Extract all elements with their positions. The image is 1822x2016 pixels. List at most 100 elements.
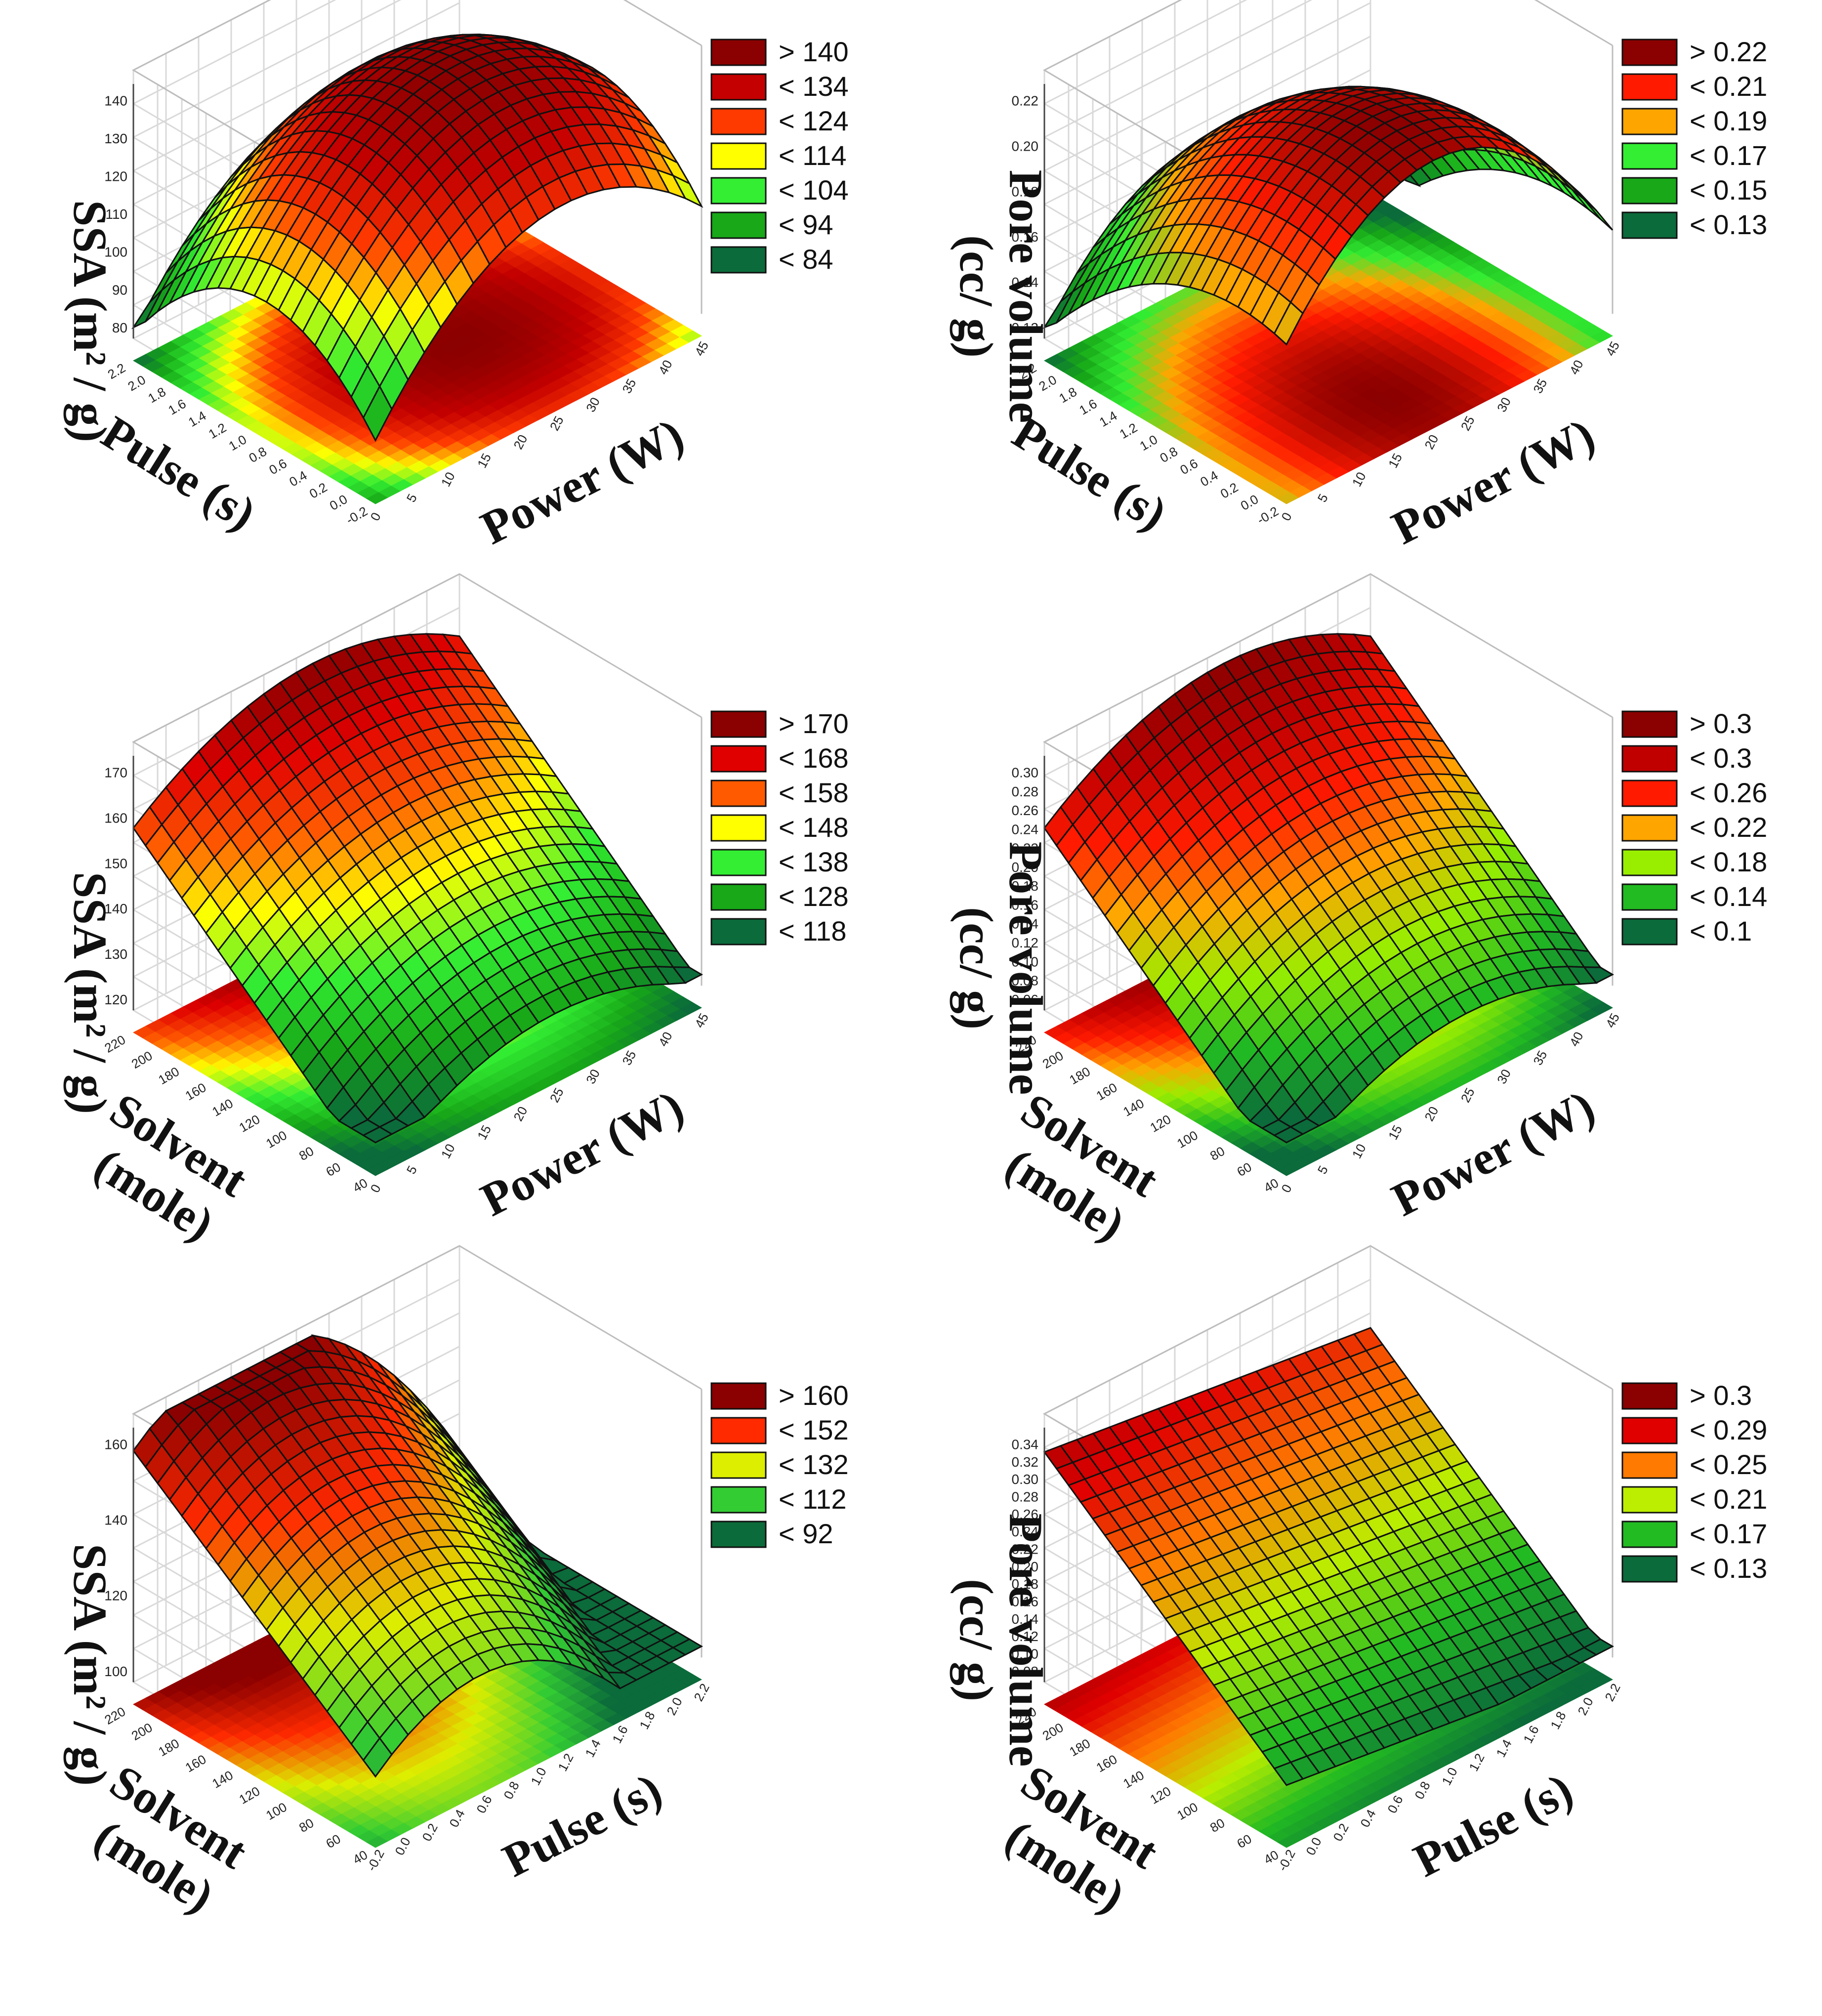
legend-swatch bbox=[710, 211, 767, 239]
x-tick-label: 0.4 bbox=[1357, 1807, 1378, 1830]
legend-item: < 94 bbox=[710, 209, 833, 240]
x-tick-label: 0.2 bbox=[1330, 1821, 1351, 1844]
z-tick-label: 0.20 bbox=[1012, 138, 1039, 154]
legend-swatch bbox=[710, 710, 767, 738]
legend-swatch bbox=[1621, 1382, 1678, 1410]
legend-swatch bbox=[710, 1451, 767, 1479]
y-tick-label: 40 bbox=[1261, 1175, 1281, 1195]
z-tick-label: 0.12 bbox=[1012, 320, 1039, 335]
z-axis-label: Pore volume(cc/ g) bbox=[950, 842, 1052, 1095]
z-tick-label: 170 bbox=[104, 765, 127, 781]
z-tick-label: 0.06 bbox=[1012, 992, 1039, 1007]
x-tick-label: 20 bbox=[1421, 432, 1441, 452]
y-tick-label: 100 bbox=[1174, 1128, 1201, 1152]
y-tick-label: 0.0 bbox=[327, 492, 350, 513]
legend-swatch bbox=[1621, 1417, 1678, 1444]
x-tick-label: 0.8 bbox=[1411, 1779, 1433, 1802]
legend-item: < 114 bbox=[710, 140, 847, 171]
z-tick-label: 140 bbox=[104, 901, 127, 916]
legend-label: < 0.17 bbox=[1690, 1518, 1767, 1549]
chart-panel-ssa-solvent-power: 120 130 140 150 160 170 40 60 80 100 120 140 160 180 2… bbox=[0, 573, 911, 1344]
y-tick-label: 0.8 bbox=[247, 444, 269, 465]
legend-item: < 0.18 bbox=[1621, 846, 1767, 877]
y-tick-label: 1.0 bbox=[1137, 432, 1160, 453]
x-tick-label: 25 bbox=[1458, 1085, 1478, 1105]
x-tick-label: 40 bbox=[656, 358, 675, 377]
x-tick-label: 10 bbox=[1349, 1141, 1369, 1161]
y-tick-label: 0.8 bbox=[1158, 444, 1180, 465]
svg-text:Pulse (s): Pulse (s) bbox=[1004, 406, 1176, 540]
z-tick-label: 0.32 bbox=[1012, 1454, 1039, 1470]
z-tick-label: 130 bbox=[104, 131, 127, 146]
x-tick-label: 45 bbox=[1603, 339, 1622, 359]
x-tick-label: 30 bbox=[583, 395, 603, 414]
legend: > 0.22 < 0.21< 0.19 < 0.17< 0.15< 0.13 bbox=[1621, 36, 1767, 240]
svg-text:(cc/ g): (cc/ g) bbox=[950, 235, 1003, 358]
legend-label: < 158 bbox=[779, 777, 849, 808]
y-tick-label: 0.2 bbox=[1218, 480, 1241, 501]
chart-svg-4: 100120140160406080100120140160180200220-… bbox=[64, 1245, 849, 1923]
legend-label: < 0.13 bbox=[1690, 1553, 1767, 1584]
legend-label: < 124 bbox=[779, 105, 849, 136]
legend-swatch bbox=[1621, 1451, 1678, 1479]
y-tick-label: 180 bbox=[1067, 1064, 1093, 1088]
legend-label: < 94 bbox=[779, 209, 833, 240]
y-tick-label: 120 bbox=[237, 1111, 263, 1135]
z-tick-label: 0.30 bbox=[1012, 765, 1039, 781]
z-tick-label: 0.24 bbox=[1012, 1524, 1039, 1539]
y-tick-label: 0.6 bbox=[266, 456, 289, 478]
y-tick-label: 60 bbox=[324, 1159, 343, 1179]
z-tick-label: 0.10 bbox=[1012, 1646, 1039, 1661]
chart-panel-pore-solvent-pulse: 0.08 0.10 0.12 0.14 0.16 0.18 0.20 0.22 0.24 0.26… bbox=[911, 1245, 1822, 2016]
z-tick-label: 0.28 bbox=[1012, 1489, 1039, 1505]
y-tick-label: 80 bbox=[296, 1815, 316, 1835]
svg-text:Pulse (s): Pulse (s) bbox=[93, 406, 265, 540]
legend-item: < 0.21 bbox=[1621, 1483, 1767, 1515]
legend-label: < 0.17 bbox=[1690, 140, 1767, 171]
x-tick-label: 10 bbox=[438, 469, 458, 489]
legend-label: < 0.14 bbox=[1690, 881, 1767, 912]
z-tick-label: 0.18 bbox=[1012, 184, 1039, 199]
legend-label: < 132 bbox=[779, 1449, 849, 1480]
x-tick-label: 20 bbox=[510, 432, 530, 452]
legend-label: < 138 bbox=[779, 846, 849, 877]
x-tick-label: 1.6 bbox=[609, 1723, 630, 1746]
x-tick-label: 35 bbox=[619, 376, 639, 396]
y-tick-label: 160 bbox=[183, 1080, 209, 1104]
legend-item: < 124 bbox=[710, 105, 849, 136]
y-tick-label: 80 bbox=[1207, 1144, 1227, 1163]
legend-swatch bbox=[1621, 39, 1678, 66]
legend-swatch bbox=[710, 1417, 767, 1444]
y-tick-label: 160 bbox=[1094, 1752, 1120, 1775]
z-tick-label: 0.16 bbox=[1012, 1594, 1039, 1609]
chart-panel-ssa-solvent-pulse: 100 120 140 160 40 60 80 100 120 140 160 180 200 220-… bbox=[0, 1245, 911, 2016]
x-tick-label: 0.2 bbox=[419, 1821, 440, 1844]
legend-label: < 118 bbox=[779, 915, 847, 946]
x-tick-label: 0 bbox=[367, 1182, 383, 1195]
legend-label: < 0.21 bbox=[1690, 71, 1767, 102]
legend-label: < 0.3 bbox=[1690, 742, 1752, 774]
legend-item: < 104 bbox=[710, 174, 849, 206]
z-tick-label: 0.26 bbox=[1012, 803, 1039, 818]
z-tick-label: 0.34 bbox=[1012, 1437, 1039, 1452]
z-tick-label: 100 bbox=[104, 1664, 127, 1679]
legend-label: < 152 bbox=[779, 1414, 849, 1445]
legend-item: < 0.13 bbox=[1621, 209, 1767, 240]
x-tick-label: 15 bbox=[1385, 451, 1405, 471]
legend-label: < 0.19 bbox=[1690, 105, 1767, 136]
z-axis-label: SSA (m² / g) bbox=[64, 200, 117, 442]
z-tick-label: 0.22 bbox=[1012, 1542, 1039, 1557]
z-tick-label: 0.14 bbox=[1012, 275, 1039, 290]
z-tick-label: 0.10 bbox=[1012, 954, 1039, 969]
response-surface bbox=[132, 633, 704, 1144]
legend-swatch bbox=[710, 246, 767, 274]
y-axis-label: Pulse (s) bbox=[93, 406, 265, 540]
x-tick-label: 20 bbox=[510, 1104, 530, 1124]
legend-swatch bbox=[710, 108, 767, 135]
x-tick-label: 2.0 bbox=[1574, 1695, 1596, 1718]
legend: > 160< 152 < 132< 112< 92 bbox=[710, 1380, 849, 1549]
x-tick-label: 1.0 bbox=[1439, 1765, 1460, 1788]
x-tick-label: 1.4 bbox=[582, 1737, 603, 1760]
legend-swatch bbox=[710, 849, 767, 876]
response-surface bbox=[1042, 85, 1614, 346]
